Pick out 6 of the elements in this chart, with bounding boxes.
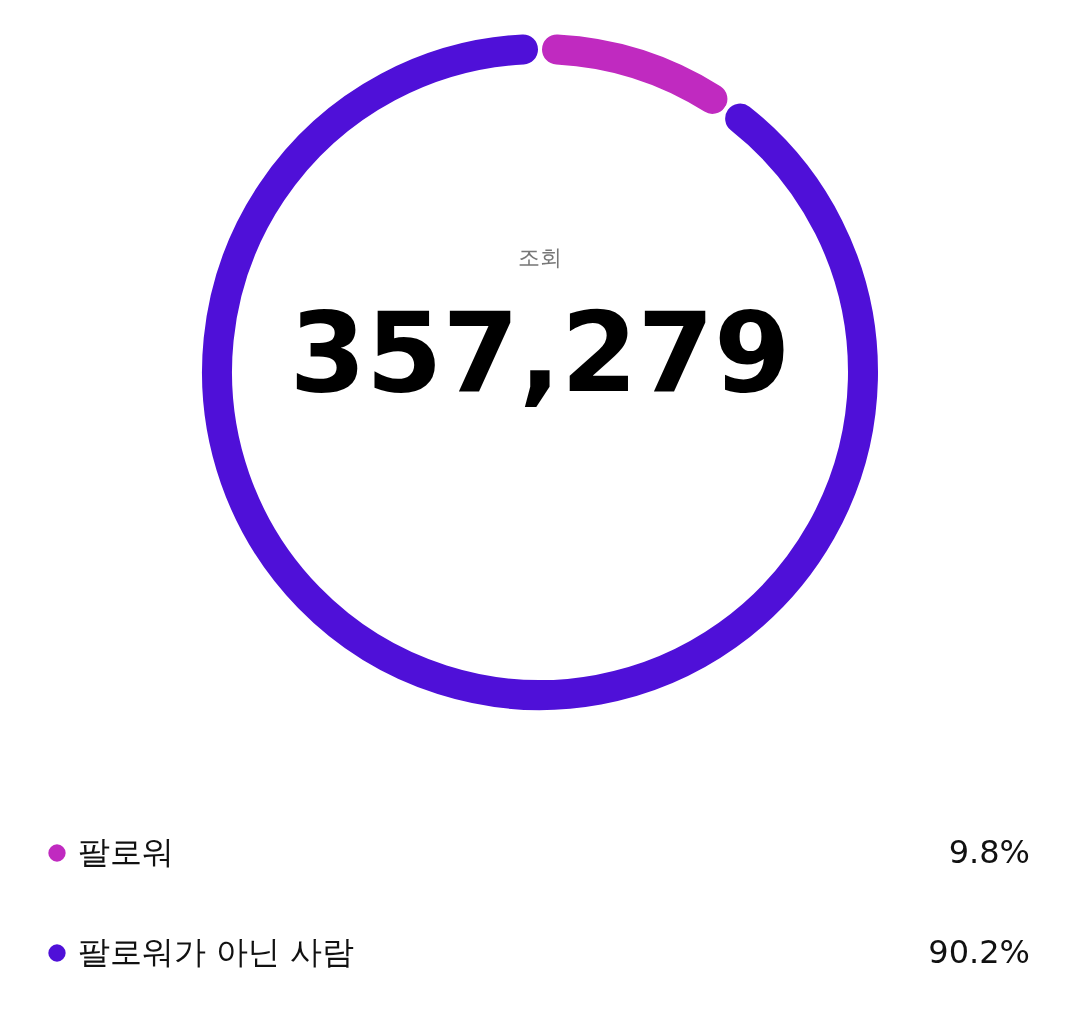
text: 357,279 — [289, 289, 791, 417]
text: 조회 — [518, 245, 562, 270]
legend-label: 팔로워가 아닌 사람 — [78, 933, 355, 971]
data-label: 90.2% — [928, 933, 1030, 971]
data-label: 9.8% — [948, 833, 1030, 871]
legend-label: 팔로워 — [78, 833, 174, 871]
